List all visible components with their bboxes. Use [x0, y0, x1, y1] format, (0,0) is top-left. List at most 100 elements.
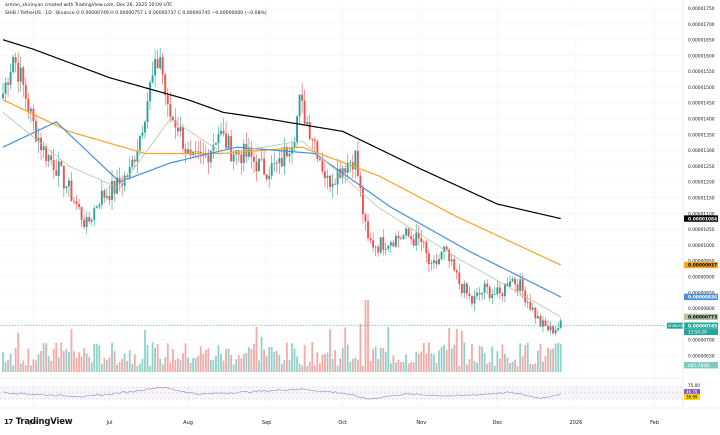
candle-body	[9, 72, 12, 85]
candle-body	[323, 171, 326, 179]
candle-body	[19, 67, 22, 82]
volume-bar	[116, 364, 118, 372]
volume-bar	[260, 336, 263, 372]
author-line: arman_shirinyan created with TradingView…	[5, 3, 173, 8]
candle-body	[554, 330, 557, 334]
volume-bar	[552, 348, 554, 372]
volume-bar	[324, 354, 326, 372]
candle-body	[542, 320, 544, 327]
candle-body	[382, 237, 385, 250]
volume-bar	[463, 342, 466, 372]
candle-body	[359, 175, 362, 189]
candle-body	[240, 154, 243, 164]
candle-body	[131, 159, 134, 167]
candle-body	[293, 142, 296, 147]
candle-body	[268, 175, 271, 180]
volume-bar	[278, 355, 281, 372]
candle-body	[88, 217, 91, 222]
volume-bar	[554, 343, 557, 372]
candle-body	[544, 320, 547, 326]
volume-bar	[387, 327, 390, 372]
volume-bar	[146, 345, 149, 372]
candle-body	[486, 283, 489, 288]
candle-body	[278, 158, 281, 164]
candle-body	[242, 143, 245, 164]
candle-body	[344, 168, 347, 173]
candle-body	[62, 165, 65, 189]
candle-body	[498, 287, 501, 294]
candle-body	[405, 228, 408, 236]
x-tick-label: Dec	[492, 420, 502, 426]
volume-bar	[377, 358, 380, 372]
candle-body	[253, 156, 255, 162]
volume-bar	[177, 358, 179, 372]
volume-bar	[331, 358, 334, 372]
volume-bar	[138, 363, 141, 372]
volume-bar	[336, 365, 339, 372]
candle-body	[217, 133, 220, 144]
candle-body	[144, 122, 146, 133]
tradingview-brand[interactable]: 17 TradingView	[4, 416, 73, 428]
candle-body	[116, 177, 119, 194]
candle-body	[187, 149, 190, 154]
volume-bar	[351, 358, 354, 372]
volume-bar	[308, 361, 311, 372]
price-badge-text: 0.00000745	[688, 323, 717, 329]
candle-body	[559, 320, 562, 328]
x-tick-label: Feb	[650, 420, 659, 426]
candle-body	[159, 57, 162, 69]
price-badge-text: 0.00000773	[688, 315, 717, 321]
volume-bar	[22, 360, 25, 372]
candle-body	[182, 126, 184, 149]
volume-bar	[131, 363, 134, 372]
candle-body	[108, 196, 111, 200]
volume-bar	[52, 348, 55, 372]
candle-body	[7, 82, 10, 85]
price-badge-text: 0.00001084	[688, 216, 717, 222]
volume-bar	[486, 363, 489, 372]
volume-bar	[55, 342, 58, 372]
candle-body	[313, 139, 316, 142]
volume-bar	[85, 353, 88, 372]
candle-body	[197, 151, 200, 153]
volume-bar	[88, 356, 91, 372]
volume-bar	[427, 342, 430, 372]
candle-body	[133, 159, 136, 162]
volume-bar	[542, 361, 544, 372]
rsi-value-badge	[684, 389, 700, 396]
candle-body	[308, 122, 311, 139]
volume-bar	[311, 342, 314, 372]
x-tick-label: Sep	[262, 420, 271, 426]
volume-bar	[209, 359, 212, 372]
candle-body	[169, 104, 172, 117]
candle-body	[14, 57, 17, 63]
volume-bar	[215, 355, 217, 372]
countdown-badge	[684, 329, 718, 336]
candle-body	[50, 155, 53, 161]
candle-body	[503, 283, 506, 297]
volume-bar	[501, 344, 504, 372]
candle-body	[100, 190, 103, 205]
volume-bar	[204, 349, 207, 372]
volume-bar	[17, 332, 20, 372]
volume-bar	[113, 351, 116, 372]
volume-bar	[455, 329, 458, 372]
volume-bar	[202, 353, 205, 372]
volume-bar	[159, 358, 162, 372]
candle-body	[70, 180, 73, 201]
candle-body	[52, 160, 55, 171]
volume-bar	[179, 359, 182, 372]
candle-body	[448, 249, 451, 262]
candle-body	[549, 326, 552, 331]
candle-body	[161, 57, 164, 75]
y-tick-label: 0.00000650	[688, 353, 715, 359]
rsi-value-badge	[684, 393, 700, 400]
candle-body	[369, 238, 372, 241]
volume-bar	[245, 352, 248, 372]
volume-bar	[458, 365, 461, 372]
volume-bar	[316, 352, 319, 372]
volume-bar	[121, 358, 124, 372]
y-tick-label: 0.00000950	[688, 259, 715, 265]
volume-bar	[291, 343, 293, 372]
candle-body	[539, 316, 542, 327]
